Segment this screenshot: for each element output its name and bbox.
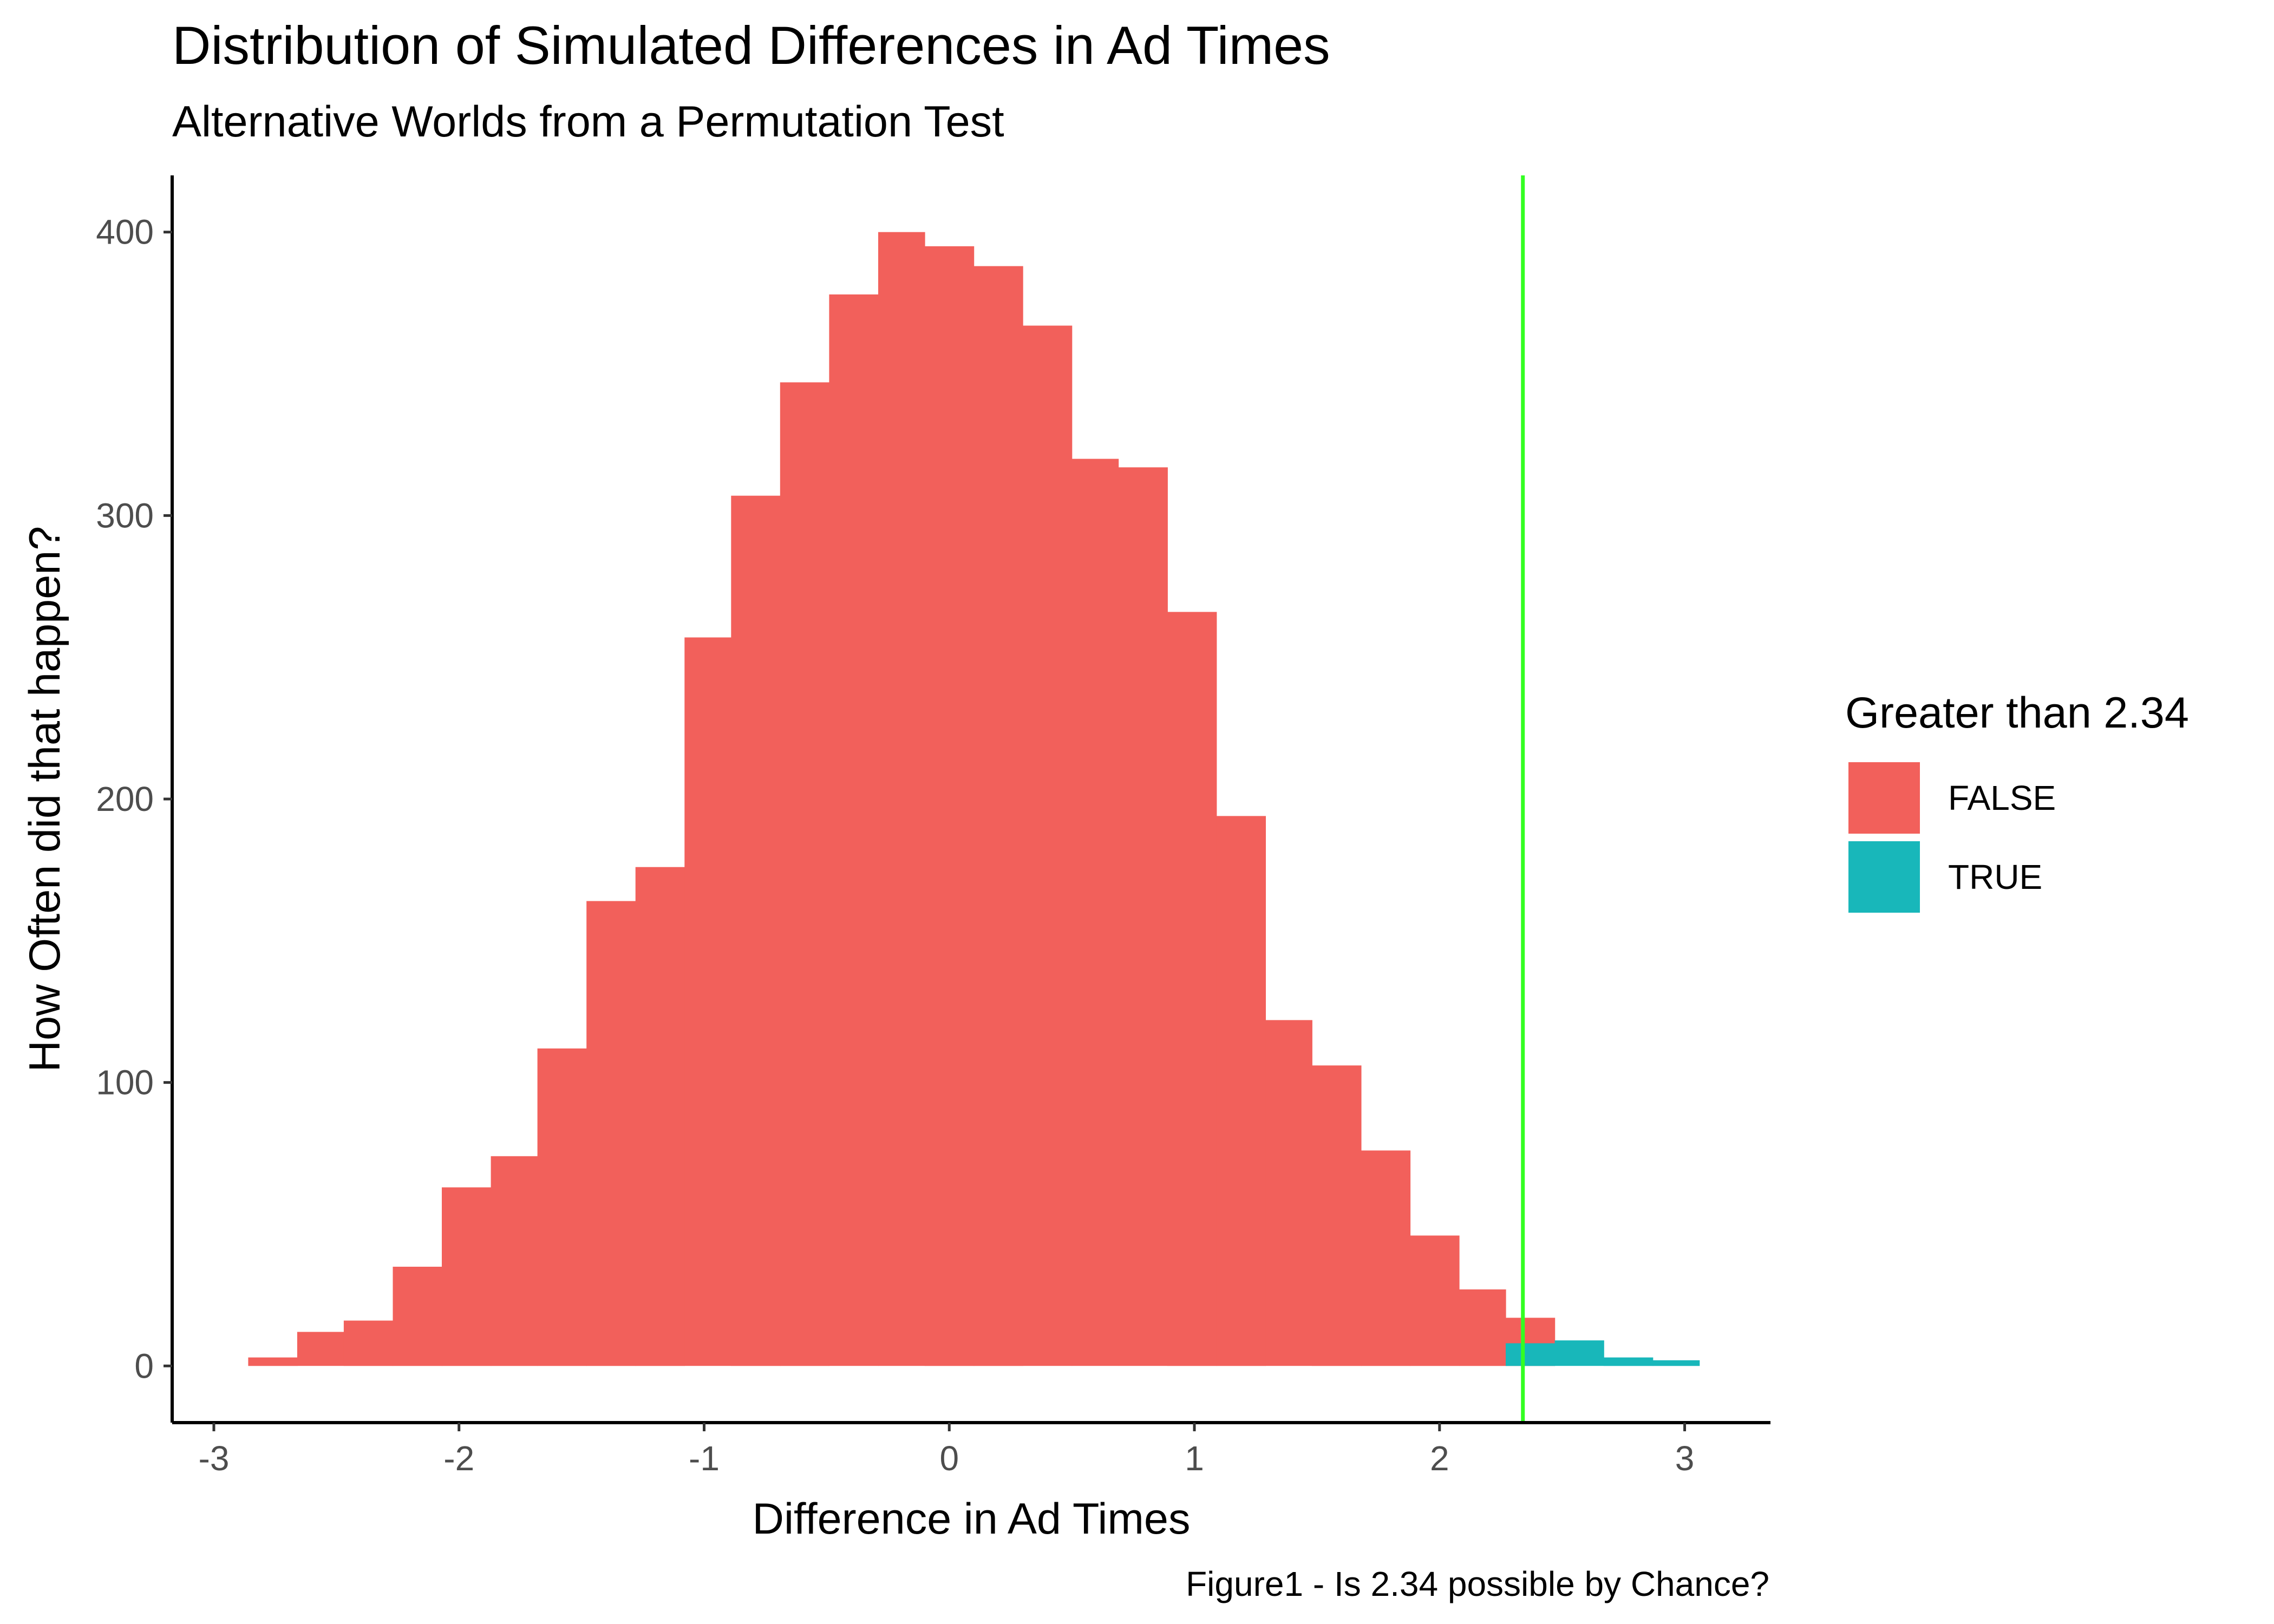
histogram-bar-false-10	[731, 495, 781, 1366]
histogram-bar-false-15	[973, 266, 1023, 1366]
histogram-bar-false-4	[442, 1187, 492, 1366]
histogram-bar-false-6	[537, 1048, 587, 1366]
x-tick-label: 3	[1675, 1439, 1695, 1478]
histogram-bar-false-3	[393, 1267, 442, 1366]
y-tick-label: 300	[96, 496, 154, 535]
histogram-bar-true-1	[1554, 1340, 1604, 1366]
y-tick-label: 400	[96, 213, 154, 252]
histogram-bar-false-23	[1361, 1150, 1411, 1366]
histogram-bar-false-25	[1459, 1289, 1506, 1366]
y-tick-label: 100	[96, 1063, 154, 1102]
legend: Greater than 2.34 FALSE TRUE	[1845, 689, 2189, 913]
histogram-bar-false-8	[635, 867, 685, 1366]
x-tick-label: 1	[1185, 1439, 1204, 1478]
histogram-bar-false-5	[491, 1156, 538, 1366]
histogram-bar-true-2	[1604, 1357, 1654, 1366]
legend-swatch-false	[1848, 762, 1920, 834]
histogram-bar-false-9	[684, 637, 731, 1366]
y-axis-title: How Often did that happen?	[21, 526, 69, 1072]
y-axis-ticks: 0 100 200 300 400	[96, 213, 172, 1385]
x-tick-label: 0	[939, 1439, 959, 1478]
legend-label-false: FALSE	[1948, 778, 2056, 817]
histogram-bar-true-0	[1506, 1343, 1556, 1366]
x-axis-title: Difference in Ad Times	[753, 1495, 1191, 1543]
histogram-bar-false-16	[1023, 325, 1073, 1366]
histogram-bar-false-13	[878, 232, 925, 1366]
histogram-bar-false-2	[343, 1320, 394, 1366]
histogram-bar-false-21	[1265, 1020, 1312, 1366]
histogram-bar-false-14	[925, 246, 975, 1366]
histogram-bar-true-3	[1652, 1360, 1700, 1366]
y-tick-label: 200	[96, 780, 154, 818]
x-axis-ticks: -3 -2 -1 0 1 2 3	[199, 1423, 1695, 1478]
histogram-bar-false-1	[297, 1332, 344, 1366]
y-tick-label: 0	[134, 1346, 154, 1385]
histogram-bar-false-19	[1167, 612, 1217, 1366]
histogram-bar-false-7	[586, 901, 636, 1366]
histogram-bar-false-18	[1118, 467, 1168, 1366]
chart-subtitle: Alternative Worlds from a Permutation Te…	[172, 97, 1004, 146]
x-tick-label: -3	[199, 1439, 230, 1478]
legend-swatch-true	[1848, 841, 1920, 913]
histogram-bar-false-0	[248, 1357, 298, 1366]
histogram-bar-false-22	[1312, 1065, 1362, 1366]
x-tick-label: -2	[443, 1439, 474, 1478]
histogram-bar-false-12	[829, 294, 879, 1366]
histogram-bar-false-20	[1216, 816, 1266, 1366]
x-tick-label: -1	[689, 1439, 720, 1478]
legend-label-true: TRUE	[1948, 857, 2042, 896]
legend-title: Greater than 2.34	[1845, 689, 2189, 737]
chart-title: Distribution of Simulated Differences in…	[172, 15, 1330, 75]
x-tick-label: 2	[1430, 1439, 1449, 1478]
histogram-bar-false-17	[1071, 459, 1119, 1366]
histogram-bar-false-24	[1410, 1235, 1460, 1366]
histogram-bars	[248, 232, 1700, 1366]
histogram-bar-false-11	[780, 382, 829, 1366]
figure-caption: Figure1 - Is 2.34 possible by Chance?	[1186, 1564, 1769, 1603]
